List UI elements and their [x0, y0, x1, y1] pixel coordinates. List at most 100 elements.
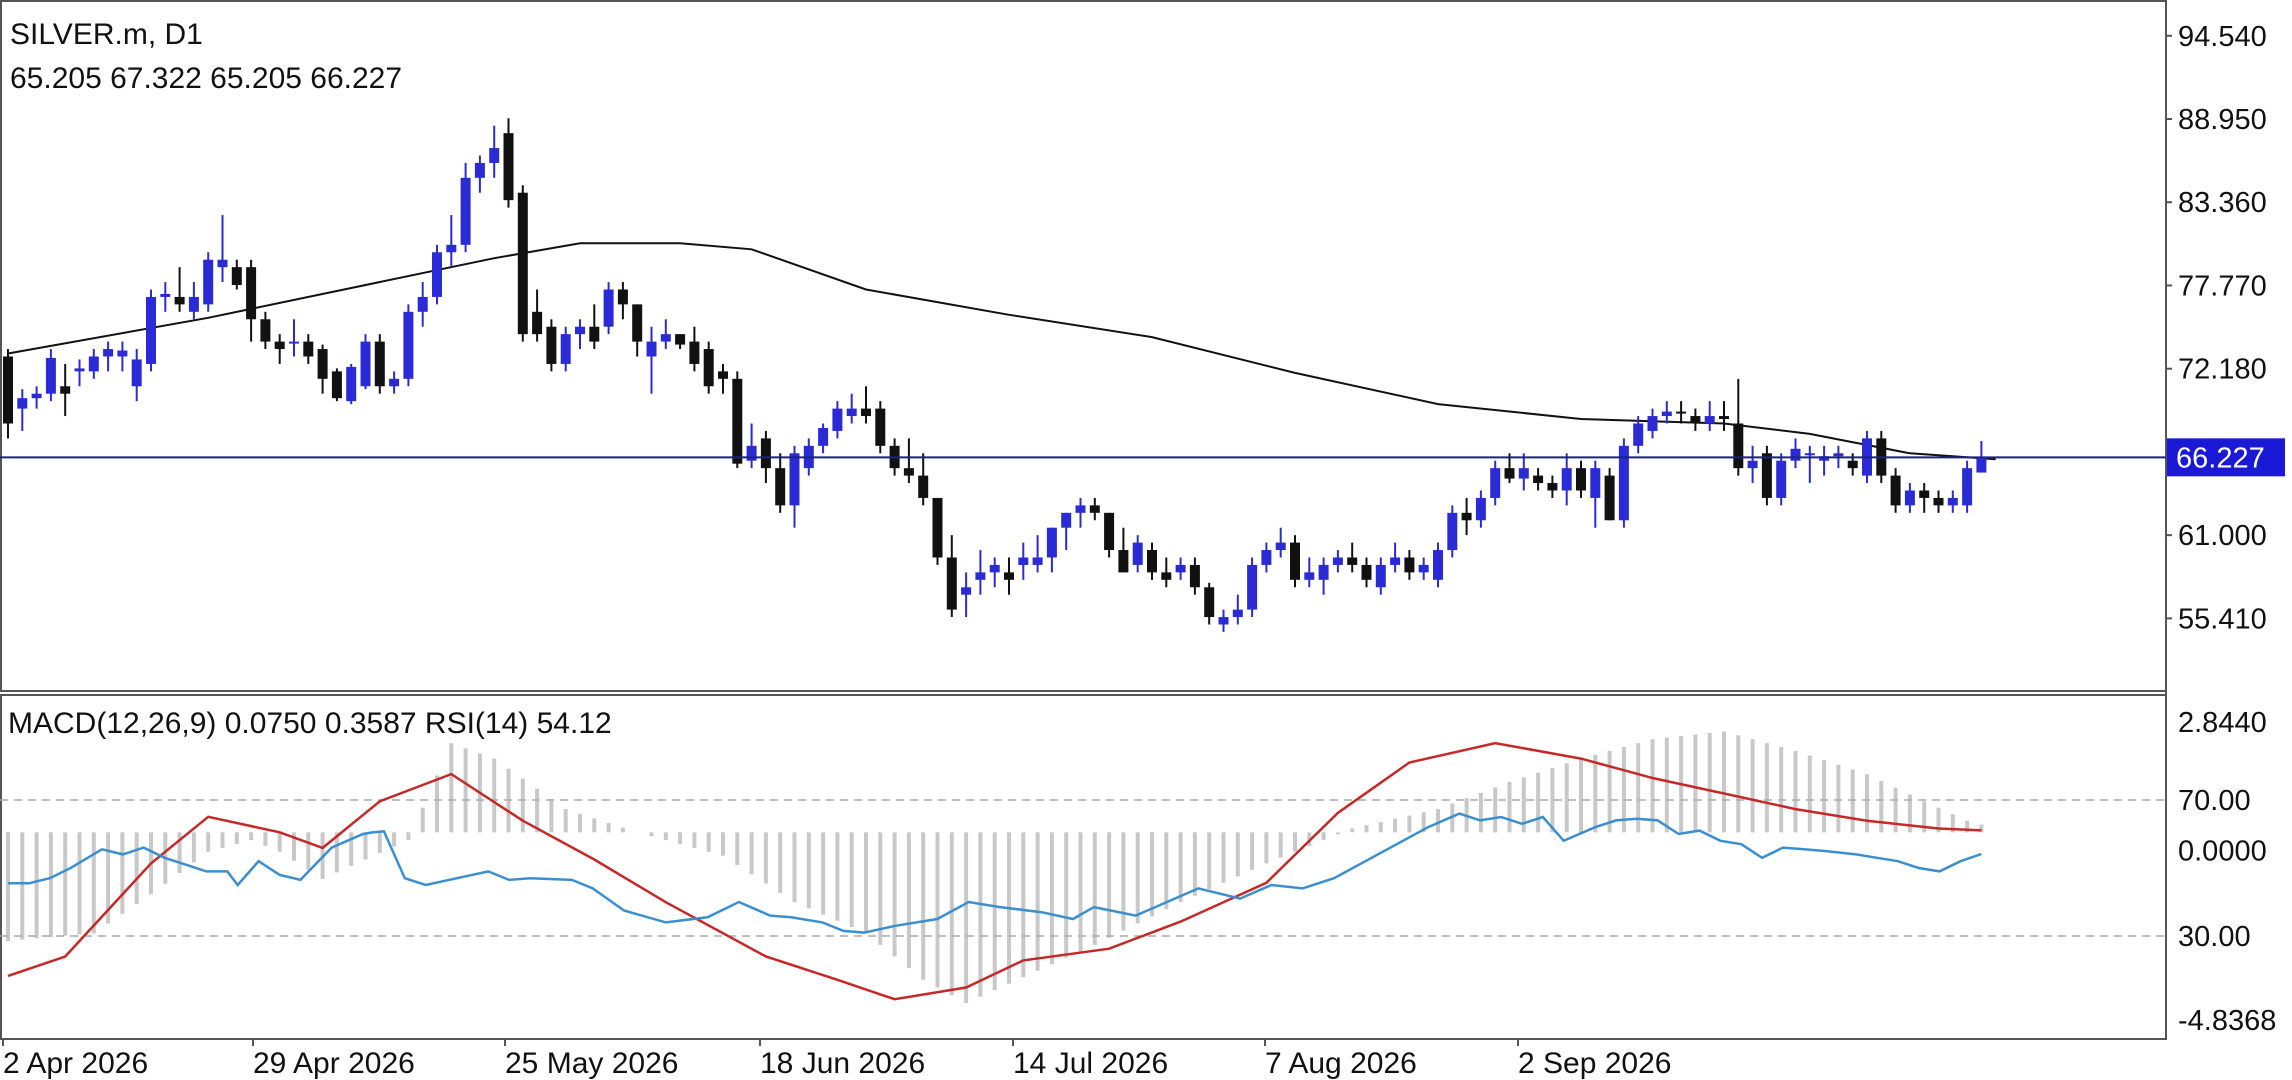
rsi-line	[8, 812, 1982, 934]
candle	[589, 304, 600, 350]
candle-body	[346, 366, 357, 402]
candle-body	[1132, 542, 1143, 565]
candle-body	[60, 386, 71, 394]
candle-body	[689, 341, 700, 364]
candle-body	[1218, 617, 1229, 625]
candle	[289, 319, 299, 357]
indicator-tick-label: 2.8440	[2178, 707, 2267, 739]
candle	[575, 319, 585, 350]
candle	[1690, 408, 1701, 431]
candle	[1919, 483, 1930, 513]
candle-body	[1375, 564, 1386, 588]
candle-body	[718, 371, 728, 379]
indicator-lines-layer	[7, 741, 1982, 1001]
candle-body	[446, 244, 457, 253]
date-tick-label: 2 Apr 2026	[3, 1047, 148, 1080]
candle-body	[3, 356, 13, 424]
candle-body	[1504, 468, 1515, 479]
candle-body	[1018, 557, 1029, 565]
candle-body	[146, 296, 156, 364]
candle-body	[274, 341, 285, 350]
candle-body	[231, 267, 242, 286]
candle	[1819, 445, 1830, 476]
candle	[560, 326, 571, 372]
candle-body	[846, 408, 857, 417]
candle	[1361, 557, 1372, 588]
candle	[961, 572, 972, 618]
candle-body	[1261, 550, 1272, 565]
indicator-tick-label: 0.0000	[2178, 835, 2267, 867]
candle-body	[289, 341, 299, 344]
candle-body	[1533, 475, 1544, 484]
candle	[1004, 557, 1014, 595]
candle-body	[1418, 564, 1429, 573]
candle-body	[1719, 416, 1729, 420]
candle-body	[703, 349, 714, 387]
candle	[1318, 557, 1329, 595]
candle-body	[517, 192, 528, 335]
candle	[117, 341, 128, 372]
candle	[1804, 445, 1815, 484]
price-tick-label: 72.180	[2178, 354, 2267, 386]
candle-body	[1175, 564, 1186, 573]
candle	[1061, 512, 1072, 551]
candle-body	[1919, 490, 1930, 498]
candle-body	[632, 304, 643, 342]
moving-average-line	[7, 242, 1996, 461]
indicator-tick-label: -4.8368	[2178, 1005, 2276, 1037]
date-tick-label: 2 Sep 2026	[1518, 1047, 1671, 1080]
candle	[1518, 453, 1529, 491]
candle-body	[1976, 457, 1987, 473]
candle-body	[1404, 557, 1415, 573]
candle-body	[1761, 453, 1772, 498]
candle-body	[432, 252, 442, 297]
main-chart-frame	[0, 0, 2167, 692]
candle-body	[1232, 609, 1243, 618]
candles-layer	[3, 118, 1987, 632]
candle	[1576, 460, 1586, 498]
rsi-level-lines	[0, 799, 2166, 937]
candle-body	[389, 378, 400, 387]
indicator-tick-label: 30.00	[2178, 921, 2251, 953]
candle	[975, 550, 986, 595]
candle	[632, 304, 643, 357]
candle-body	[1475, 497, 1486, 521]
candle-body	[1890, 475, 1901, 506]
current-price-layer: 66.227	[0, 438, 2285, 477]
candle	[1647, 408, 1658, 439]
candle	[160, 282, 171, 312]
candle-body	[1275, 542, 1286, 551]
candle-body	[560, 334, 571, 364]
candle	[746, 423, 757, 469]
candle	[646, 326, 657, 394]
candle	[1447, 505, 1458, 558]
candle-body	[374, 341, 385, 387]
candle-body	[489, 148, 500, 163]
candle-body	[975, 572, 986, 580]
symbol-timeframe-label: SILVER.m, D1	[10, 18, 203, 51]
candle	[689, 326, 700, 372]
candle-body	[760, 438, 771, 469]
candle-body	[188, 296, 199, 312]
candle	[1018, 542, 1029, 580]
candle-body	[1704, 416, 1715, 424]
candle	[932, 497, 943, 565]
candle-body	[1790, 448, 1801, 461]
candle	[517, 185, 528, 342]
candle	[617, 282, 628, 320]
candle-body	[961, 587, 972, 595]
candle	[1704, 401, 1715, 431]
candle-body	[203, 259, 214, 305]
candle	[1247, 557, 1258, 618]
candle	[1075, 497, 1086, 528]
candle	[131, 349, 142, 402]
candle-body	[1304, 572, 1315, 580]
candle	[1175, 557, 1186, 580]
candle	[1776, 453, 1787, 506]
candle	[1904, 483, 1915, 513]
candle	[217, 215, 228, 283]
candle	[474, 155, 485, 193]
date-tick-label: 29 Apr 2026	[253, 1047, 415, 1080]
candle-body	[532, 311, 543, 335]
